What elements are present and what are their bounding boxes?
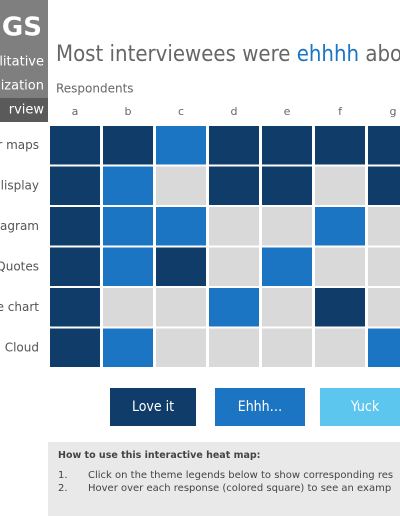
cell[interactable]: [50, 207, 100, 246]
cell[interactable]: [315, 207, 365, 246]
row-label: lisplay: [1, 178, 39, 192]
column-label: g: [390, 105, 397, 118]
row-label: agram: [0, 219, 39, 233]
column-label: e: [284, 105, 291, 118]
row-label: Quotes: [0, 259, 39, 273]
cell[interactable]: [262, 247, 312, 287]
cell[interactable]: [262, 166, 312, 206]
cell[interactable]: [103, 166, 153, 206]
cell[interactable]: [209, 126, 259, 165]
cell[interactable]: [315, 288, 365, 327]
title-part: about Ve: [359, 42, 400, 67]
cell[interactable]: [315, 247, 365, 287]
help-step-number: 2.: [58, 483, 68, 494]
cell[interactable]: [315, 166, 365, 206]
column-label: f: [338, 105, 343, 118]
cell[interactable]: [262, 328, 312, 368]
sidebar-line: litative: [0, 55, 44, 70]
cell[interactable]: [103, 328, 153, 368]
cell[interactable]: [209, 328, 259, 368]
cell[interactable]: [50, 166, 100, 206]
column-label: d: [231, 105, 238, 118]
cell[interactable]: [156, 247, 206, 287]
cell[interactable]: [156, 166, 206, 206]
column-label: a: [72, 105, 79, 118]
cell[interactable]: [368, 166, 400, 206]
legend-button[interactable]: Yuck: [320, 388, 400, 426]
cell[interactable]: [156, 126, 206, 165]
title: Most interviewees were ehhhh about Ve: [56, 42, 400, 67]
cell[interactable]: [156, 288, 206, 327]
sidebar-heading: IGS: [0, 13, 42, 43]
cell[interactable]: [315, 328, 365, 368]
title-emphasis: ehhhh: [297, 42, 359, 67]
help-step-text: Click on the theme legends below to show…: [88, 470, 394, 481]
cell[interactable]: [368, 288, 400, 327]
cell[interactable]: [156, 207, 206, 246]
cell[interactable]: [50, 126, 100, 165]
cell[interactable]: [50, 288, 100, 327]
cell[interactable]: [103, 288, 153, 327]
cell[interactable]: [368, 207, 400, 246]
sidebar-highlight-text: rview: [9, 103, 45, 118]
help-title: How to use this interactive heat map:: [58, 450, 261, 461]
cell[interactable]: [368, 328, 400, 368]
sidebar-line: ization: [1, 79, 44, 94]
legend-button[interactable]: Ehhh…: [215, 388, 305, 426]
column-label: b: [125, 105, 132, 118]
cell[interactable]: [315, 126, 365, 165]
cell[interactable]: [368, 247, 400, 287]
cell[interactable]: [103, 207, 153, 246]
sidebar-highlight: [0, 98, 48, 122]
help-box: How to use this interactive heat map: 1.…: [48, 442, 400, 516]
row-label: e chart: [0, 300, 39, 314]
cell[interactable]: [262, 207, 312, 246]
legend-button[interactable]: Love it: [110, 388, 196, 426]
heatmap-view: IGS litative ization rview Most intervie…: [0, 0, 400, 368]
cell[interactable]: [368, 126, 400, 165]
cell[interactable]: [262, 288, 312, 327]
help-step-number: 1.: [58, 470, 68, 481]
cell[interactable]: [50, 247, 100, 287]
row-label: Cloud: [5, 340, 39, 354]
axis-label: Respondents: [56, 82, 134, 96]
cell[interactable]: [50, 328, 100, 368]
title-part: Most interviewees were: [56, 42, 297, 67]
cell[interactable]: [103, 126, 153, 165]
sidebar: [0, 0, 48, 98]
help-step-text: Hover over each response (colored square…: [88, 483, 392, 494]
cell[interactable]: [262, 126, 312, 165]
cell[interactable]: [209, 166, 259, 206]
cell[interactable]: [103, 247, 153, 287]
column-label: c: [178, 105, 184, 118]
cell[interactable]: [209, 247, 259, 287]
cell[interactable]: [156, 328, 206, 368]
row-label: r maps: [0, 138, 39, 152]
cell[interactable]: [209, 288, 259, 327]
cell[interactable]: [209, 207, 259, 246]
